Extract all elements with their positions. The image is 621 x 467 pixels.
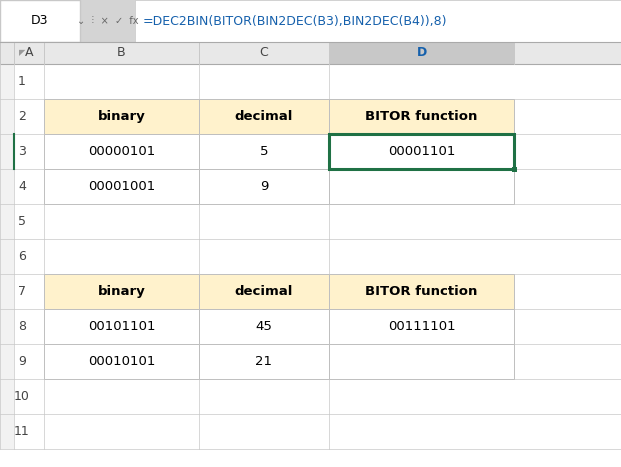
Bar <box>329 309 514 344</box>
Bar <box>199 99 329 134</box>
Text: 00101101: 00101101 <box>88 320 155 333</box>
Text: D: D <box>416 47 427 59</box>
Text: decimal: decimal <box>235 110 293 123</box>
Bar <box>0 42 621 64</box>
Bar <box>44 99 199 134</box>
Text: 00001101: 00001101 <box>388 145 455 158</box>
Text: 7: 7 <box>18 285 26 298</box>
Bar <box>44 274 199 309</box>
Text: 00000101: 00000101 <box>88 145 155 158</box>
Text: 5: 5 <box>18 215 26 228</box>
Bar <box>135 0 621 42</box>
Bar <box>199 169 329 204</box>
Bar <box>329 99 514 134</box>
Text: 45: 45 <box>256 320 273 333</box>
Text: 00001101: 00001101 <box>388 145 455 158</box>
Text: 3: 3 <box>18 145 26 158</box>
Text: 8: 8 <box>18 320 26 333</box>
Bar <box>0 64 44 449</box>
Bar <box>44 134 199 169</box>
Text: 2: 2 <box>18 110 26 123</box>
Text: 00111101: 00111101 <box>388 320 455 333</box>
Bar <box>0 0 621 42</box>
Bar <box>44 169 199 204</box>
Text: binary: binary <box>97 110 145 123</box>
Bar <box>329 344 514 379</box>
Text: 00010101: 00010101 <box>88 355 155 368</box>
Bar <box>0 0 80 42</box>
Text: 9: 9 <box>18 355 26 368</box>
Text: 5: 5 <box>260 145 268 158</box>
Text: 10: 10 <box>14 390 30 403</box>
Text: binary: binary <box>97 285 145 298</box>
Bar <box>199 344 329 379</box>
Text: 4: 4 <box>18 180 26 193</box>
Bar <box>199 274 329 309</box>
Bar <box>512 167 517 171</box>
Bar <box>199 309 329 344</box>
Text: 11: 11 <box>14 425 30 438</box>
Text: 9: 9 <box>260 180 268 193</box>
Text: BITOR function: BITOR function <box>365 110 478 123</box>
Bar <box>44 309 199 344</box>
Bar <box>14 64 621 449</box>
Bar <box>199 134 329 169</box>
Text: B: B <box>117 47 126 59</box>
Bar <box>329 169 514 204</box>
Bar <box>329 134 514 169</box>
Text: 6: 6 <box>18 250 26 263</box>
Text: BITOR function: BITOR function <box>365 285 478 298</box>
Bar <box>329 42 514 64</box>
Text: =DEC2BIN(BITOR(BIN2DEC(B3),BIN2DEC(B4)),8): =DEC2BIN(BITOR(BIN2DEC(B3),BIN2DEC(B4)),… <box>143 14 448 28</box>
Bar <box>329 274 514 309</box>
Text: decimal: decimal <box>235 285 293 298</box>
Bar <box>44 344 199 379</box>
Text: D3: D3 <box>31 14 49 28</box>
Text: C: C <box>260 47 268 59</box>
Bar <box>329 134 514 169</box>
Text: 1: 1 <box>18 75 26 88</box>
Text: A: A <box>25 47 34 59</box>
Text: ◤: ◤ <box>19 49 25 57</box>
Text: ⌄  ⁝  ×  ✓  fx: ⌄ ⁝ × ✓ fx <box>77 16 138 26</box>
Text: 00001001: 00001001 <box>88 180 155 193</box>
Text: 21: 21 <box>255 355 273 368</box>
Bar <box>0 42 44 64</box>
